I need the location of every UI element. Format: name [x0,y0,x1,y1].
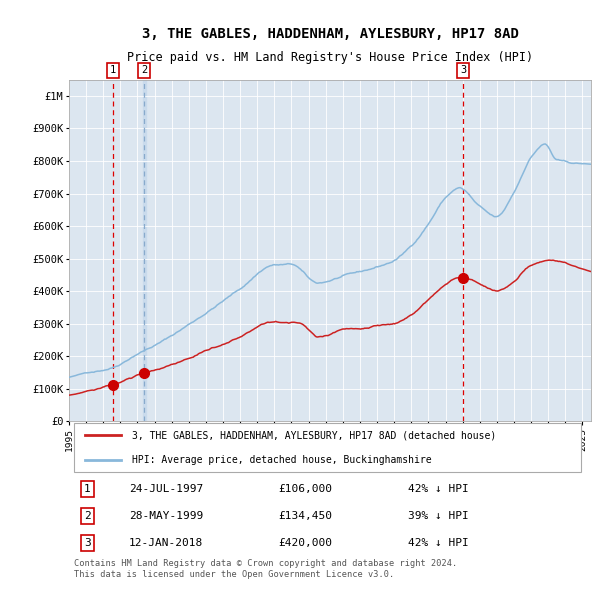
Text: 28-MAY-1999: 28-MAY-1999 [129,511,203,521]
Text: 3: 3 [84,537,91,548]
Text: £106,000: £106,000 [278,484,332,494]
Text: 24-JUL-1997: 24-JUL-1997 [129,484,203,494]
Text: 2: 2 [141,65,148,76]
Text: £134,450: £134,450 [278,511,332,521]
Text: 2: 2 [84,511,91,521]
Text: 3, THE GABLES, HADDENHAM, AYLESBURY, HP17 8AD (detached house): 3, THE GABLES, HADDENHAM, AYLESBURY, HP1… [131,430,496,440]
Text: 39% ↓ HPI: 39% ↓ HPI [409,511,469,521]
Text: Price paid vs. HM Land Registry's House Price Index (HPI): Price paid vs. HM Land Registry's House … [127,51,533,64]
Text: 1: 1 [110,65,116,76]
Text: 42% ↓ HPI: 42% ↓ HPI [409,537,469,548]
Text: 1: 1 [84,484,91,494]
Text: £420,000: £420,000 [278,537,332,548]
Bar [143,80,146,421]
Text: 3: 3 [460,65,466,76]
FancyBboxPatch shape [74,423,581,471]
Text: 42% ↓ HPI: 42% ↓ HPI [409,484,469,494]
Text: HPI: Average price, detached house, Buckinghamshire: HPI: Average price, detached house, Buck… [131,454,431,464]
Text: Contains HM Land Registry data © Crown copyright and database right 2024.
This d: Contains HM Land Registry data © Crown c… [74,559,457,579]
Text: 3, THE GABLES, HADDENHAM, AYLESBURY, HP17 8AD: 3, THE GABLES, HADDENHAM, AYLESBURY, HP1… [142,27,518,41]
Text: 12-JAN-2018: 12-JAN-2018 [129,537,203,548]
